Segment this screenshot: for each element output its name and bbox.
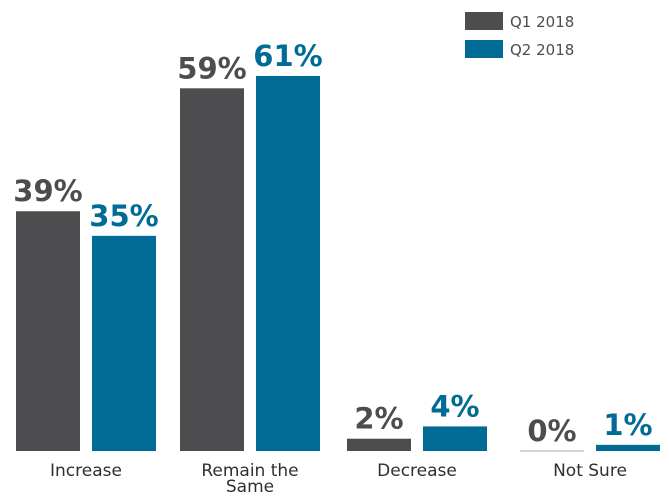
value-label-0-0: 39% [13, 174, 82, 208]
category-label-0-0: Increase [50, 461, 122, 481]
bar-3-1 [596, 444, 660, 451]
category-label-1-1: Same [226, 477, 274, 497]
bar-2-1 [423, 426, 487, 451]
category-label-3-0: Not Sure [553, 461, 627, 481]
bar-1-1 [256, 76, 320, 451]
category-label-2-0: Decrease [377, 461, 457, 481]
value-label-0-1: 35% [89, 199, 158, 233]
value-label-1-1: 61% [253, 39, 322, 73]
legend-label-1: Q2 2018 [510, 41, 574, 59]
bar-0-1 [92, 235, 156, 451]
category-label-1-0: Remain the [201, 461, 298, 481]
bar-2-0 [347, 438, 411, 451]
legend-label-0: Q1 2018 [510, 13, 574, 31]
value-label-2-1: 4% [430, 389, 479, 423]
legend-swatch-1 [465, 40, 503, 58]
bar-1-0 [180, 88, 244, 452]
value-label-1-0: 59% [177, 51, 246, 85]
value-label-3-1: 1% [603, 408, 652, 442]
legend-swatch-0 [465, 12, 503, 30]
value-label-2-0: 2% [354, 402, 403, 436]
value-label-3-0: 0% [527, 414, 576, 448]
bar-0-0 [16, 211, 80, 451]
